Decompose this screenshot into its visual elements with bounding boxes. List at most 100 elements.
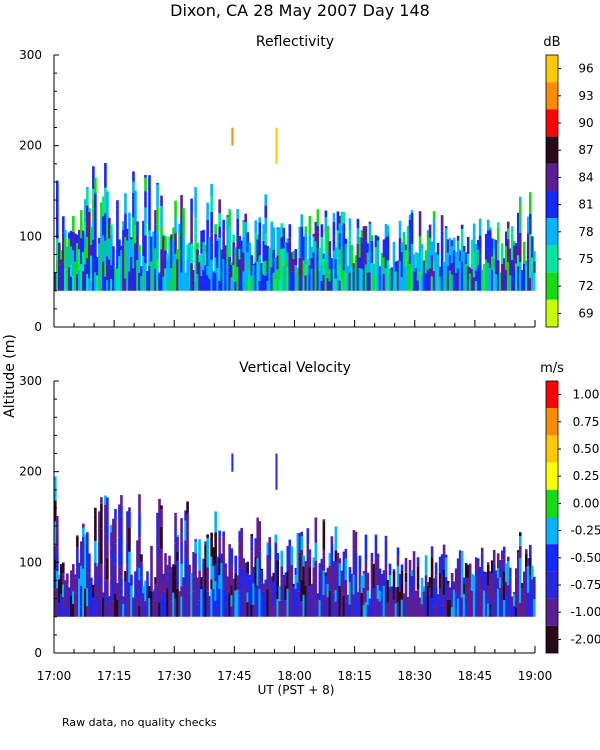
echo-segment xyxy=(388,268,392,291)
echo-segment xyxy=(394,271,398,291)
y-tick-label: 100 xyxy=(19,229,42,243)
echo-segment xyxy=(124,570,127,582)
echo-segment xyxy=(98,598,101,617)
echo-segment xyxy=(94,272,97,291)
echo-segment xyxy=(112,600,115,617)
echo-segment xyxy=(322,253,326,259)
echo-segment xyxy=(522,263,526,291)
echo-segment xyxy=(398,573,402,592)
echo-segment xyxy=(490,560,494,574)
echo-segment xyxy=(464,264,468,291)
echo-segment xyxy=(140,596,143,617)
echo-segment xyxy=(456,235,460,241)
echo-segment xyxy=(272,272,276,291)
echo-segment xyxy=(504,231,508,235)
echo-segment xyxy=(144,174,147,178)
colorbar-swatch xyxy=(546,625,558,653)
echo-segment xyxy=(100,564,103,591)
echo-segment xyxy=(124,596,127,617)
y-tick-label: 100 xyxy=(19,555,42,569)
echo-segment xyxy=(210,242,213,260)
echo-segment xyxy=(378,601,382,617)
echo-segment xyxy=(118,594,121,617)
echo-segment xyxy=(292,586,296,617)
echo-segment xyxy=(240,527,243,545)
echo-segment xyxy=(192,591,195,617)
echo-segment xyxy=(506,556,510,562)
echo-segment xyxy=(504,246,508,270)
echo-segment xyxy=(208,596,211,617)
echo-segment xyxy=(330,260,334,291)
echo-segment xyxy=(136,221,139,235)
echo-segment xyxy=(238,235,241,249)
echo-segment xyxy=(88,278,91,291)
echo-segment xyxy=(198,539,201,553)
echo-segment xyxy=(442,544,446,554)
echo-segment xyxy=(64,580,67,586)
panel-reflectivity: Reflectivity dB01002003009693908784817875… xyxy=(19,34,594,334)
echo-segment xyxy=(190,262,193,291)
echo-segment xyxy=(178,223,181,233)
echo-segment xyxy=(482,275,486,291)
echo-segment xyxy=(442,263,446,291)
echo-segment xyxy=(210,233,213,243)
echo-segment xyxy=(246,252,249,281)
echo-segment xyxy=(414,596,418,617)
echo-segment xyxy=(494,274,498,291)
echo-segment xyxy=(240,280,243,291)
echo-segment xyxy=(410,243,414,269)
echo-segment xyxy=(232,234,235,243)
echo-segment xyxy=(332,213,336,222)
echo-segment xyxy=(204,541,207,545)
echo-segment xyxy=(378,568,382,591)
echo-segment xyxy=(270,221,274,223)
echo-segment xyxy=(404,572,408,583)
colorbar-label: 69 xyxy=(578,306,593,320)
echo-segment xyxy=(198,600,201,617)
echo-segment xyxy=(434,252,438,263)
echo-segment xyxy=(106,256,109,281)
echo-segment xyxy=(246,592,249,603)
echo-segment xyxy=(184,587,187,617)
echo-segment xyxy=(114,508,117,522)
echo-segment xyxy=(334,278,338,291)
echo-segment xyxy=(490,269,494,291)
echo-segment xyxy=(244,269,247,291)
echo-segment xyxy=(478,218,482,236)
echo-segment xyxy=(418,246,422,273)
colorbar-label: 1.00 xyxy=(573,388,600,402)
echo-segment xyxy=(298,276,302,291)
echo-segment xyxy=(486,230,490,249)
echo-segment xyxy=(148,184,151,197)
echo-segment xyxy=(512,245,516,260)
echo-segment xyxy=(206,242,209,267)
echo-segment xyxy=(186,244,189,248)
echo-segment xyxy=(138,580,141,606)
echo-segment xyxy=(76,578,79,593)
echo-segment xyxy=(186,279,189,291)
echo-segment xyxy=(202,241,205,271)
echo-segment xyxy=(362,273,366,291)
echo-segment xyxy=(428,237,432,269)
echo-segment xyxy=(84,588,87,617)
echo-segment xyxy=(122,221,125,230)
echo-segment xyxy=(528,234,532,247)
colorbar-label: 78 xyxy=(578,225,593,239)
echo-segment xyxy=(156,559,159,586)
echo-segment xyxy=(140,577,143,597)
echo-segment xyxy=(446,583,450,600)
echo-segment xyxy=(98,572,101,587)
echo-segment xyxy=(516,255,520,267)
echo-segment xyxy=(140,554,143,562)
echo-segment xyxy=(480,568,484,590)
echo-segment xyxy=(362,242,366,264)
colorbar: 1.000.750.500.250.00-0.25-0.50-0.75-1.00… xyxy=(545,380,600,654)
echo-segment xyxy=(206,534,209,538)
echo-segment xyxy=(62,262,65,291)
echo-segment xyxy=(124,193,127,199)
echo-segment xyxy=(258,571,262,590)
echo-segment xyxy=(414,279,418,291)
echo-segment xyxy=(426,234,430,251)
echo-segment xyxy=(144,207,147,222)
echo-segment xyxy=(118,504,121,507)
